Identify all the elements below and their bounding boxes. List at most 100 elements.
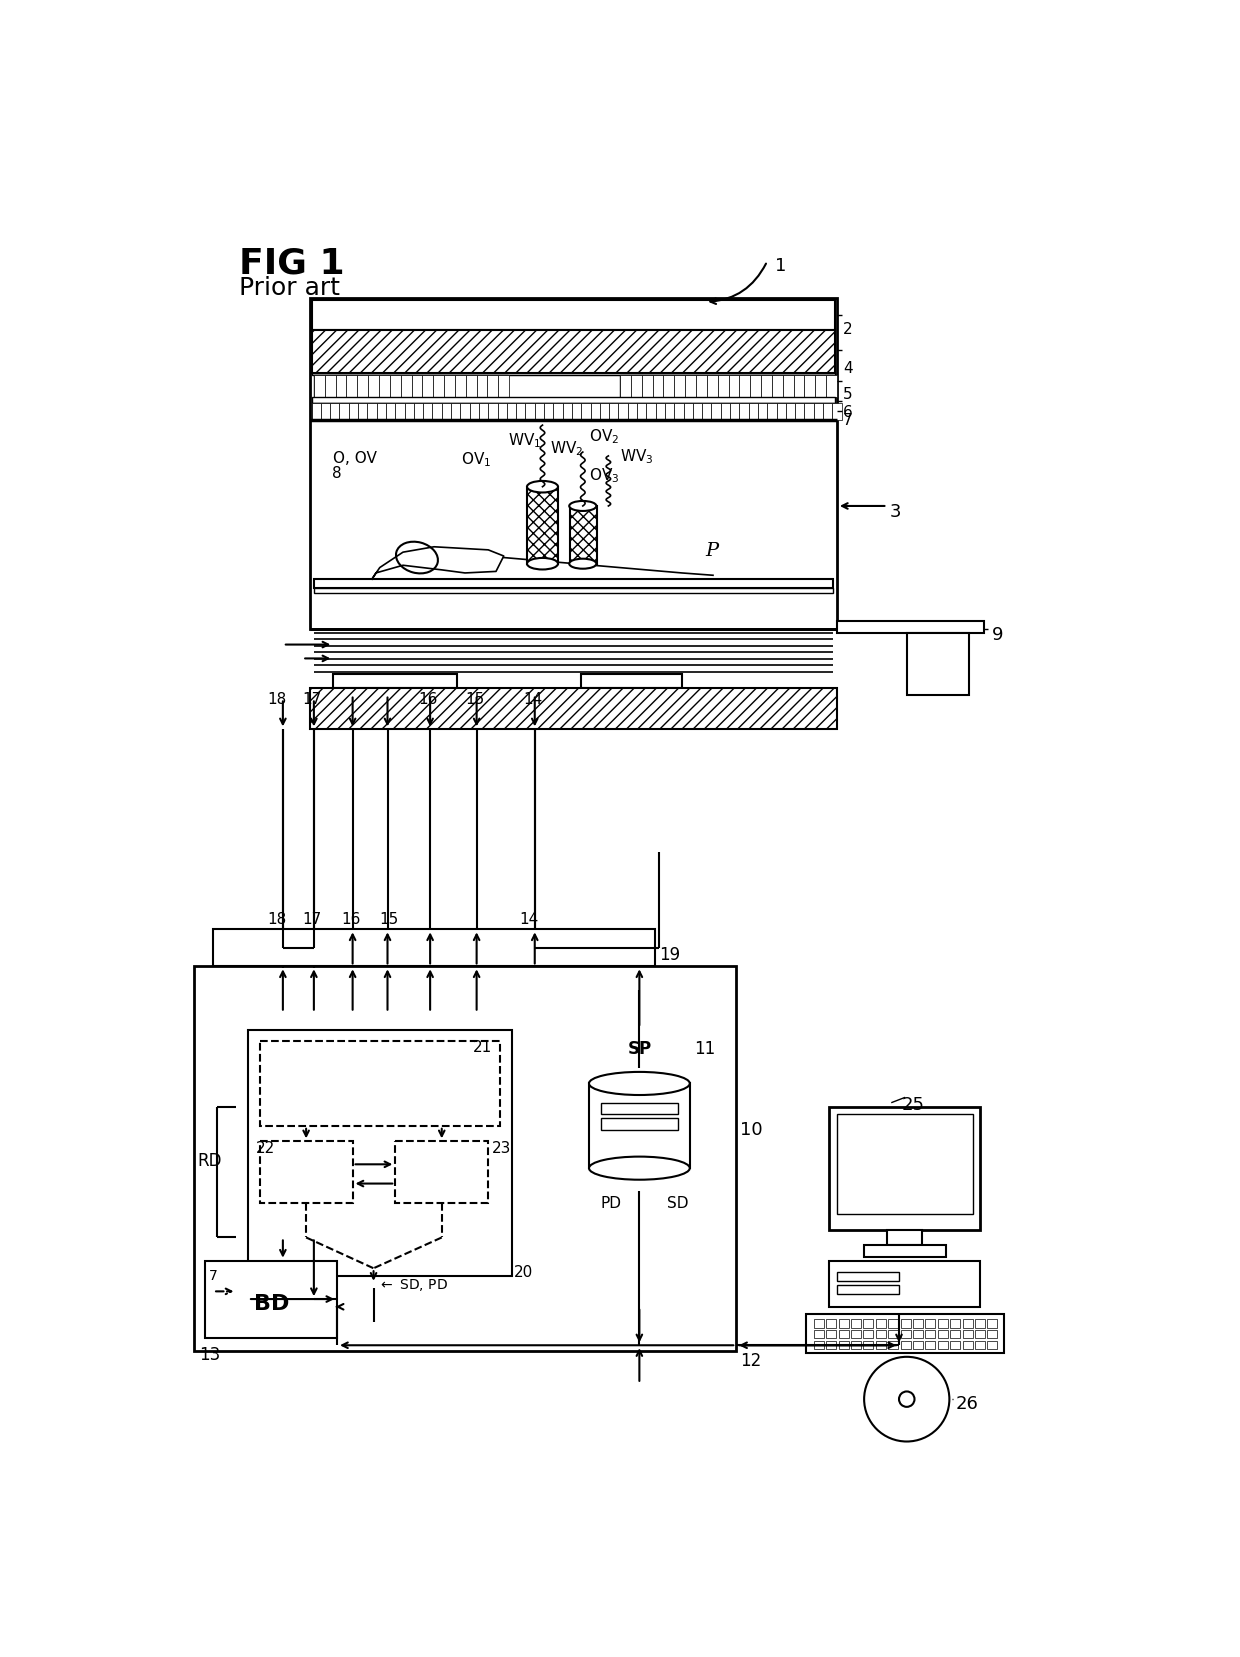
Bar — [813, 404, 823, 421]
Bar — [441, 404, 451, 421]
Bar — [489, 404, 497, 421]
Text: 4: 4 — [843, 361, 853, 376]
Ellipse shape — [527, 558, 558, 570]
Bar — [730, 404, 739, 421]
Ellipse shape — [569, 502, 596, 512]
Bar — [925, 1331, 935, 1339]
Bar — [683, 404, 693, 421]
Bar — [838, 1319, 848, 1327]
Bar — [771, 376, 782, 398]
Bar — [582, 404, 590, 421]
Bar — [401, 376, 412, 398]
Ellipse shape — [569, 560, 596, 570]
Bar — [527, 487, 558, 565]
Text: 13: 13 — [200, 1345, 221, 1364]
Bar — [962, 1331, 972, 1339]
Bar — [838, 1331, 848, 1339]
Bar — [794, 376, 805, 398]
Bar — [707, 376, 718, 398]
Bar — [776, 404, 786, 421]
Bar — [950, 1341, 960, 1349]
Bar — [826, 1319, 836, 1327]
Bar — [656, 404, 665, 421]
Bar — [336, 376, 346, 398]
Bar — [987, 1319, 997, 1327]
Bar — [937, 1319, 947, 1327]
Text: WV$_3$: WV$_3$ — [620, 447, 653, 466]
Bar — [729, 376, 739, 398]
Text: 18: 18 — [268, 691, 286, 706]
Bar — [749, 404, 758, 421]
Bar — [466, 376, 476, 398]
Bar — [340, 404, 348, 421]
Text: 7: 7 — [210, 1269, 218, 1283]
Bar — [367, 404, 377, 421]
Bar — [516, 404, 526, 421]
Bar — [975, 1331, 985, 1339]
Bar — [758, 404, 768, 421]
Text: 23: 23 — [492, 1140, 511, 1155]
Text: 2: 2 — [843, 321, 853, 336]
Text: 26: 26 — [956, 1394, 978, 1412]
Bar — [913, 1341, 923, 1349]
Bar — [396, 404, 404, 421]
Text: 19: 19 — [658, 944, 680, 963]
Bar — [451, 404, 460, 421]
Bar — [311, 331, 836, 373]
Text: 15: 15 — [379, 911, 399, 926]
Text: 16: 16 — [341, 911, 361, 926]
Text: WV$_2$: WV$_2$ — [551, 439, 584, 457]
Bar — [663, 376, 675, 398]
Bar — [875, 1319, 885, 1327]
Bar — [600, 1118, 678, 1130]
Bar — [863, 1341, 873, 1349]
Bar — [544, 404, 553, 421]
Text: OV$_3$: OV$_3$ — [589, 466, 620, 484]
Ellipse shape — [527, 482, 558, 494]
Bar — [259, 1042, 500, 1127]
Bar — [888, 1341, 898, 1349]
Bar — [314, 376, 507, 398]
Text: SP: SP — [627, 1039, 651, 1057]
Bar — [498, 376, 510, 398]
Text: OV$_2$: OV$_2$ — [589, 428, 619, 446]
Bar — [600, 404, 609, 421]
Bar — [875, 1341, 885, 1349]
Bar — [620, 376, 631, 398]
Bar — [962, 1341, 972, 1349]
Bar — [590, 404, 600, 421]
Bar — [913, 1331, 923, 1339]
Bar — [987, 1331, 997, 1339]
Bar — [311, 300, 836, 331]
Text: SD: SD — [667, 1195, 688, 1210]
Bar — [470, 404, 479, 421]
Bar — [888, 1331, 898, 1339]
Text: 16: 16 — [419, 691, 438, 706]
Ellipse shape — [589, 1072, 689, 1095]
Bar — [637, 404, 646, 421]
Bar — [368, 376, 379, 398]
Bar — [875, 1331, 885, 1339]
Bar — [314, 580, 833, 588]
Bar — [248, 1031, 511, 1276]
Bar — [569, 507, 596, 565]
Bar — [826, 376, 837, 398]
Bar — [863, 1319, 873, 1327]
Text: $\leftarrow$ SD, PD: $\leftarrow$ SD, PD — [378, 1276, 448, 1292]
Bar — [851, 1319, 861, 1327]
Bar — [507, 404, 516, 421]
Text: 6: 6 — [843, 404, 853, 421]
Bar — [665, 404, 675, 421]
Bar — [851, 1331, 861, 1339]
Bar — [476, 376, 487, 398]
Text: 20: 20 — [513, 1264, 533, 1279]
Bar — [806, 1314, 1003, 1354]
Bar — [739, 376, 750, 398]
Bar — [837, 621, 985, 633]
Bar — [675, 376, 684, 398]
Bar — [950, 1319, 960, 1327]
Bar — [720, 404, 730, 421]
Bar — [950, 1331, 960, 1339]
Text: 8: 8 — [332, 466, 341, 481]
Bar — [314, 588, 833, 593]
